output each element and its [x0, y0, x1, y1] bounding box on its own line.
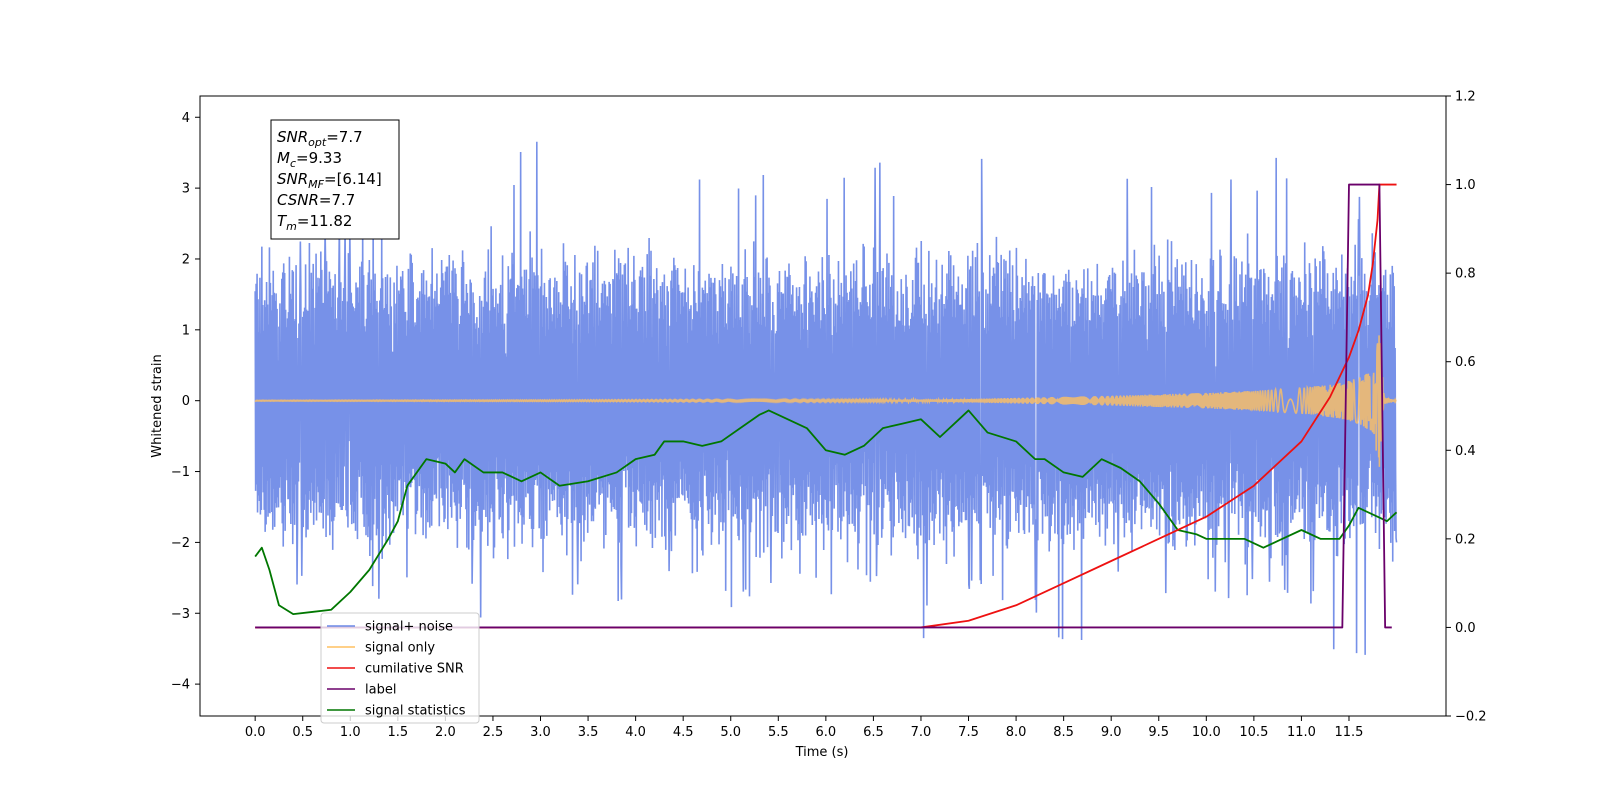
x-tick-label: 0.5 — [292, 725, 313, 740]
x-tick-label: 4.0 — [625, 725, 646, 740]
y2-tick-label: −0.2 — [1455, 710, 1487, 725]
annotation-line: SNRMF=[6.14] — [277, 170, 382, 191]
x-tick-label: 6.0 — [816, 725, 837, 740]
y-tick-label: −2 — [171, 536, 190, 551]
x-tick-label: 6.5 — [863, 725, 884, 740]
axes: 0.0 0.5 1.0 1.5 2.0 2.5 3.0 3.5 4.0 4.5 5.0 5.5 6.0 6… — [171, 90, 1487, 741]
y2-tick-label: 0.4 — [1455, 444, 1476, 459]
y-tick-label: 1 — [182, 323, 190, 338]
y2-tick-label: 0.8 — [1455, 267, 1476, 282]
x-tick-label: 11.0 — [1287, 725, 1316, 740]
plot-area — [254, 141, 1398, 655]
x-tick-label: 8.5 — [1053, 725, 1074, 740]
legend: signal+ noise signal only cumilative SNR la… — [320, 612, 480, 724]
annotation-line: Mc=9.33 — [277, 149, 342, 170]
x-tick-label: 10.5 — [1239, 725, 1268, 740]
series-signal-statistics — [254, 409, 1398, 616]
x-axis-label: Time (s) — [795, 745, 849, 760]
x-tick-label: 9.5 — [1148, 725, 1169, 740]
y2-tick-label: 0.6 — [1455, 355, 1476, 370]
y-axis-label: Whitened strain — [150, 354, 165, 457]
x-tick-label: 2.5 — [483, 725, 504, 740]
x-tick-label: 4.5 — [673, 725, 694, 740]
x-tick-label: 5.5 — [768, 725, 789, 740]
x-tick-label: 11.5 — [1335, 725, 1364, 740]
series-signal-only — [254, 335, 1397, 467]
x-tick-label: 0.0 — [245, 725, 266, 740]
y-tick-label: −1 — [171, 465, 190, 480]
y2-tick-label: 0.2 — [1455, 532, 1476, 547]
x-tick-label: 5.0 — [720, 725, 741, 740]
annotation-line: SNRopt=7.7 — [277, 128, 363, 149]
x-tick-label: 1.0 — [340, 725, 361, 740]
y-tick-label: 0 — [182, 394, 190, 409]
y2-tick-label: 1.2 — [1455, 90, 1476, 105]
annotation-line: CSNR=7.7 — [277, 191, 355, 209]
y-tick-label: −4 — [171, 678, 190, 693]
x-tick-label: 7.0 — [911, 725, 932, 740]
x-tick-label: 3.5 — [578, 725, 599, 740]
y-tick-label: 4 — [182, 111, 190, 126]
x-tick-label: 3.0 — [530, 725, 551, 740]
x-tick-label: 10.0 — [1192, 725, 1221, 740]
x-tick-label: 2.0 — [435, 725, 456, 740]
y-tick-label: −3 — [171, 607, 190, 622]
annotation-line: Tm=11.82 — [277, 212, 352, 233]
y-tick-label: 2 — [182, 252, 190, 267]
y2-tick-label: 0.0 — [1455, 621, 1476, 636]
x-tick-label: 7.5 — [958, 725, 979, 740]
legend-label: signal+ noise — [365, 620, 453, 635]
legend-label: signal statistics — [365, 704, 466, 719]
y2-tick-label: 1.0 — [1455, 178, 1476, 193]
legend-label: cumilative SNR — [365, 662, 464, 677]
series-cumulative-snr — [255, 183, 1397, 629]
plot-frame — [199, 95, 1447, 717]
legend-label: label — [365, 683, 396, 698]
y-tick-label: 3 — [182, 182, 190, 197]
legend-label: signal only — [365, 641, 435, 656]
series-signal-noise — [254, 141, 1398, 655]
series-label — [255, 183, 1392, 629]
x-tick-label: 1.5 — [387, 725, 408, 740]
x-tick-label: 9.0 — [1101, 725, 1122, 740]
x-tick-label: 8.0 — [1006, 725, 1027, 740]
